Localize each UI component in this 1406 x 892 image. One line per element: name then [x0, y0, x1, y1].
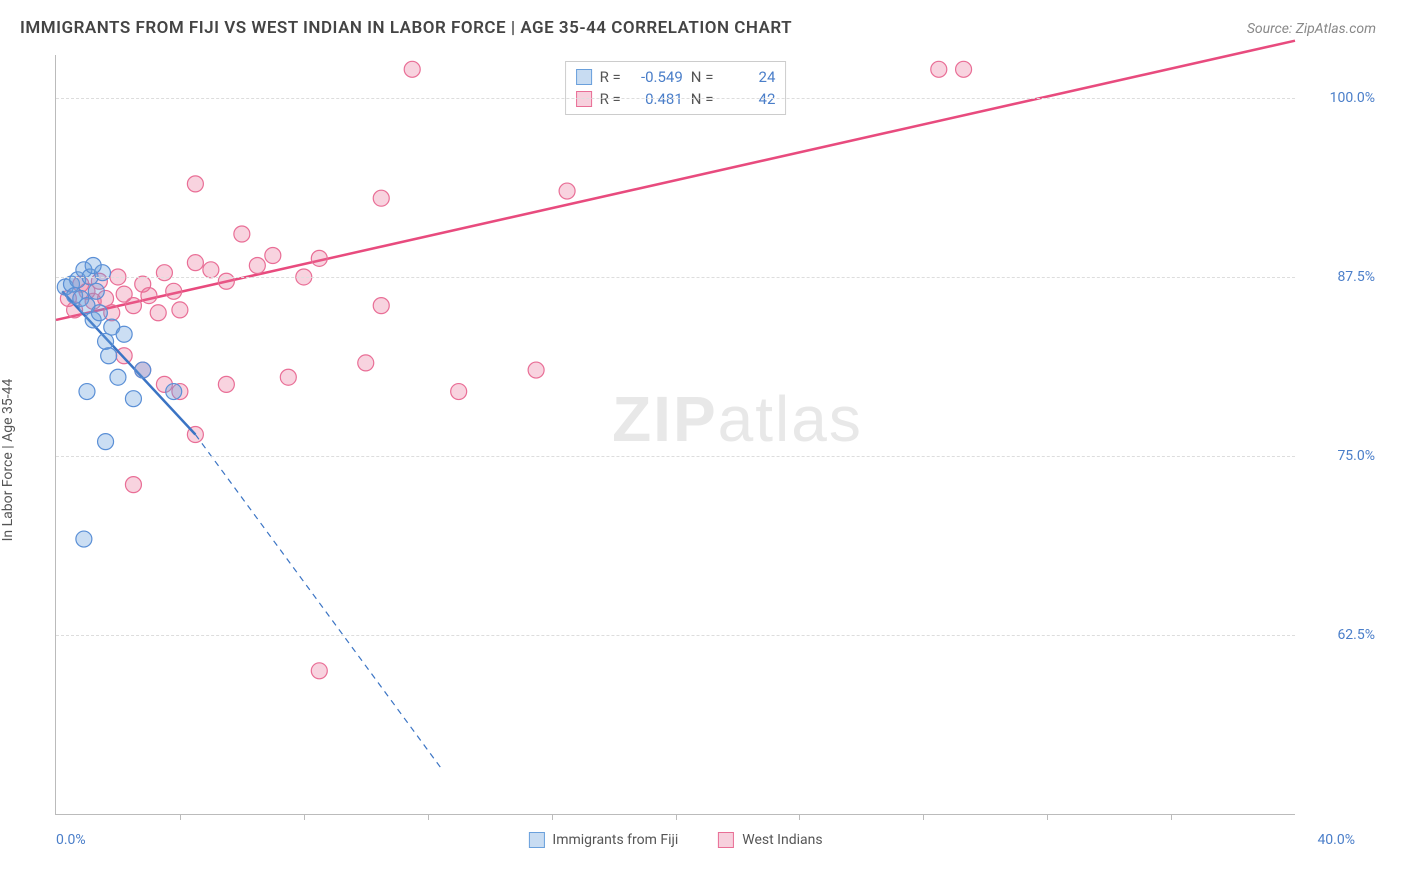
bottom-legend: Immigrants from Fiji West Indians	[528, 832, 822, 848]
legend-item-westindian: West Indians	[718, 832, 822, 848]
data-point	[358, 355, 374, 371]
data-point	[98, 333, 114, 349]
scatter-svg	[56, 55, 1295, 814]
data-point	[218, 376, 234, 392]
data-point	[187, 255, 203, 271]
data-point	[88, 283, 104, 299]
data-point	[91, 305, 107, 321]
data-point	[76, 531, 92, 547]
legend-item-fiji: Immigrants from Fiji	[528, 832, 678, 848]
data-point	[156, 265, 172, 281]
data-point	[101, 348, 117, 364]
data-point	[85, 258, 101, 274]
data-point	[265, 247, 281, 263]
data-point	[559, 183, 575, 199]
swatch-icon	[718, 832, 734, 848]
source-credit: Source: ZipAtlas.com	[1247, 21, 1376, 37]
y-tick-label: 100.0%	[1305, 90, 1375, 106]
y-tick-label: 87.5%	[1305, 269, 1375, 285]
data-point	[311, 663, 327, 679]
data-point	[187, 176, 203, 192]
y-axis-label: In Labor Force | Age 35-44	[0, 379, 16, 542]
data-point	[135, 362, 151, 378]
legend-label: Immigrants from Fiji	[552, 832, 678, 848]
data-point	[98, 434, 114, 450]
data-point	[931, 61, 947, 77]
data-point	[280, 369, 296, 385]
data-point	[373, 190, 389, 206]
data-point	[125, 298, 141, 314]
data-point	[125, 477, 141, 493]
data-point	[166, 283, 182, 299]
data-point	[234, 226, 250, 242]
data-point	[125, 391, 141, 407]
data-point	[311, 250, 327, 266]
data-point	[373, 298, 389, 314]
chart-title: IMMIGRANTS FROM FIJI VS WEST INDIAN IN L…	[20, 18, 792, 38]
legend-label: West Indians	[742, 832, 822, 848]
plot-region: ZIPatlas R = -0.549 N = 24 R = 0.481 N =…	[55, 55, 1295, 815]
data-point	[172, 302, 188, 318]
data-point	[79, 384, 95, 400]
data-point	[203, 262, 219, 278]
x-axis-min-label: 0.0%	[56, 832, 86, 848]
data-point	[141, 288, 157, 304]
data-point	[528, 362, 544, 378]
data-point	[166, 384, 182, 400]
y-tick-label: 62.5%	[1305, 627, 1375, 643]
y-tick-label: 75.0%	[1305, 448, 1375, 464]
chart-area: In Labor Force | Age 35-44 ZIPatlas R = …	[20, 55, 1380, 865]
data-point	[956, 61, 972, 77]
x-axis-max-label: 40.0%	[1317, 832, 1355, 848]
data-point	[404, 61, 420, 77]
swatch-icon	[528, 832, 544, 848]
data-point	[110, 369, 126, 385]
data-point	[116, 326, 132, 342]
data-point	[451, 384, 467, 400]
data-point	[249, 258, 265, 274]
data-point	[150, 305, 166, 321]
data-point	[218, 273, 234, 289]
